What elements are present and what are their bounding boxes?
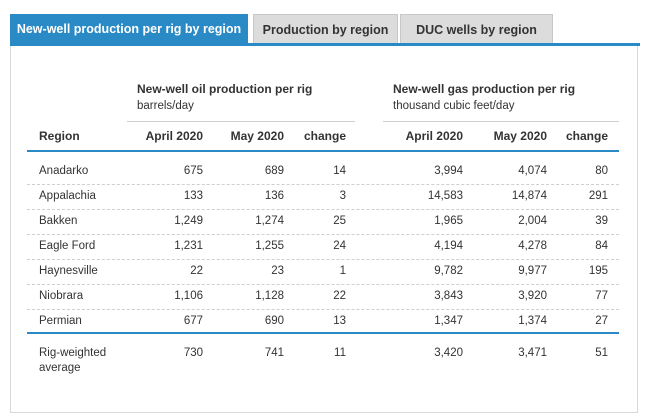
total-gas-april: 3,420 (434, 347, 463, 359)
cell-gas-change: 84 (595, 240, 608, 252)
total-oil-change: 11 (334, 347, 346, 359)
gas-group-unit: thousand cubic feet/day (393, 100, 515, 112)
cell-gas-may: 2,004 (518, 215, 547, 227)
cell-oil-change: 24 (333, 240, 346, 252)
tab-new-well-production-per-rig[interactable]: New-well production per rig by region (10, 14, 248, 44)
total-label-line2: average (39, 362, 81, 374)
cell-oil-change: 14 (333, 165, 346, 177)
cell-gas-change: 27 (595, 315, 608, 327)
total-oil-april: 730 (183, 347, 203, 359)
cell-oil-april: 1,231 (174, 240, 203, 252)
cell-gas-april: 9,782 (434, 265, 463, 277)
gas-group-divider (383, 121, 619, 122)
cell-gas-may: 9,977 (518, 265, 547, 277)
header-gas-may: May 2020 (493, 129, 547, 143)
cell-region: Niobrara (39, 290, 84, 302)
cell-oil-april: 1,106 (174, 290, 203, 302)
cell-oil-april: 1,249 (174, 215, 203, 227)
cell-oil-april: 133 (183, 190, 203, 202)
tab-bar: New-well production per rig by region Pr… (10, 14, 640, 44)
header-oil-may: May 2020 (230, 129, 284, 143)
cell-region: Appalachia (39, 190, 96, 202)
cell-oil-change: 22 (333, 290, 346, 302)
row-separator (27, 259, 619, 260)
cell-gas-change: 291 (588, 190, 608, 202)
cell-oil-change: 13 (333, 315, 346, 327)
cell-gas-april: 1,347 (434, 315, 463, 327)
header-region: Region (39, 129, 80, 143)
cell-oil-may: 1,255 (255, 240, 284, 252)
cell-oil-change: 3 (339, 190, 346, 202)
cell-gas-may: 1,374 (518, 315, 547, 327)
total-gas-may: 3,471 (518, 347, 547, 359)
cell-oil-may: 689 (264, 165, 284, 177)
oil-group-title: New-well oil production per rig (137, 82, 313, 96)
tab-underline (10, 43, 640, 46)
cell-gas-april: 3,843 (434, 290, 463, 302)
cell-oil-may: 690 (264, 315, 284, 327)
header-divider (27, 150, 619, 152)
cell-oil-may: 136 (264, 190, 284, 202)
total-gas-change: 51 (595, 347, 608, 359)
row-separator (27, 309, 619, 310)
cell-oil-change: 25 (333, 215, 346, 227)
table-panel (10, 46, 638, 413)
cell-gas-may: 14,874 (511, 190, 547, 202)
cell-oil-may: 1,274 (255, 215, 284, 227)
cell-gas-april: 14,583 (427, 190, 463, 202)
cell-oil-april: 22 (190, 265, 203, 277)
total-divider (27, 332, 619, 334)
cell-gas-change: 195 (588, 265, 608, 277)
cell-gas-change: 77 (595, 290, 608, 302)
header-gas-april: April 2020 (405, 129, 463, 143)
cell-region: Bakken (39, 215, 78, 227)
row-separator (27, 234, 619, 235)
row-separator (27, 184, 619, 185)
cell-oil-may: 1,128 (255, 290, 284, 302)
oil-group-unit: barrels/day (137, 100, 194, 112)
cell-oil-may: 23 (271, 265, 284, 277)
total-oil-may: 741 (264, 347, 284, 359)
cell-gas-may: 3,920 (518, 290, 547, 302)
header-oil-april: April 2020 (145, 129, 203, 143)
tab-duc-wells-by-region[interactable]: DUC wells by region (400, 14, 553, 44)
cell-gas-april: 3,994 (434, 165, 463, 177)
cell-region: Eagle Ford (39, 240, 96, 252)
cell-gas-change: 39 (595, 215, 608, 227)
tab-production-by-region[interactable]: Production by region (253, 14, 398, 44)
row-separator (27, 284, 619, 285)
cell-gas-may: 4,074 (518, 165, 547, 177)
cell-gas-may: 4,278 (518, 240, 547, 252)
cell-gas-april: 4,194 (434, 240, 463, 252)
cell-region: Anadarko (39, 165, 89, 177)
row-separator (27, 209, 619, 210)
total-label-line1: Rig-weighted (39, 347, 107, 359)
cell-oil-april: 677 (183, 315, 203, 327)
header-gas-change: change (565, 129, 608, 143)
gas-group-title: New-well gas production per rig (393, 82, 576, 96)
cell-oil-april: 675 (183, 165, 203, 177)
cell-oil-change: 1 (339, 265, 346, 277)
cell-gas-april: 1,965 (434, 215, 463, 227)
oil-group-divider (127, 121, 355, 122)
header-oil-change: change (303, 129, 346, 143)
cell-gas-change: 80 (595, 165, 608, 177)
cell-region: Haynesville (39, 265, 98, 277)
cell-region: Permian (39, 315, 82, 327)
